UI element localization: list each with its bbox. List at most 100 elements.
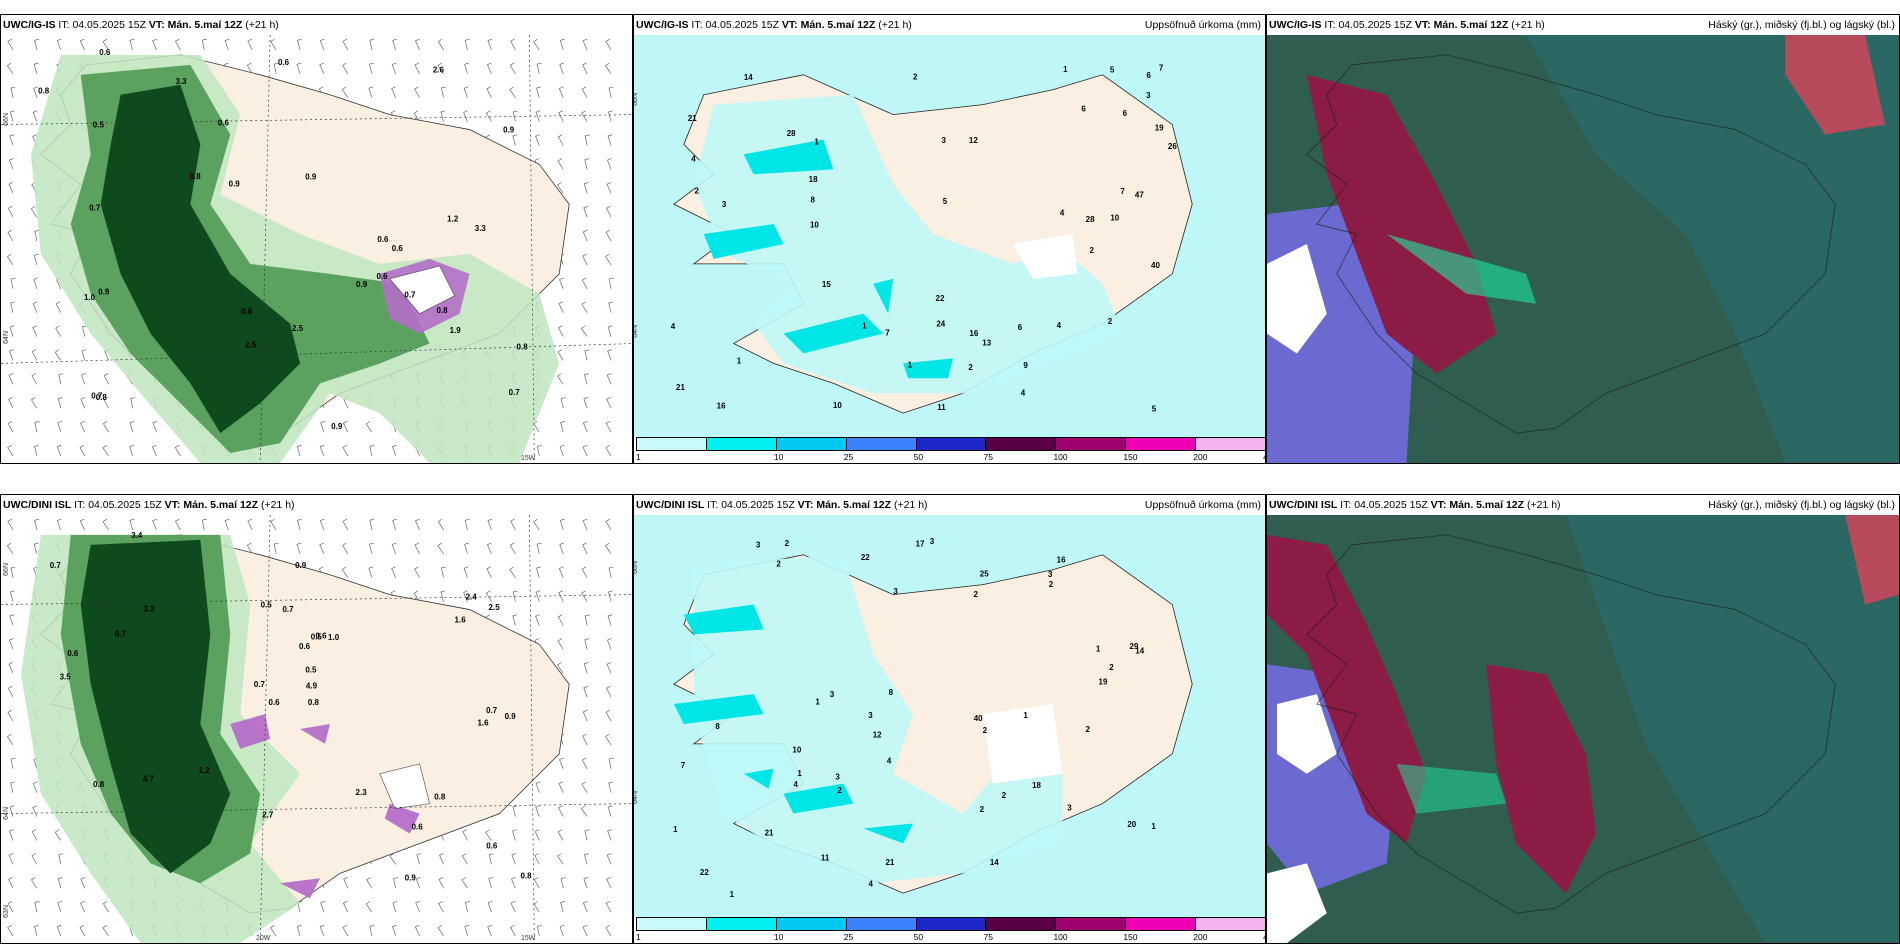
precip-value-label: 0.8 bbox=[93, 780, 105, 789]
wind-barb bbox=[57, 900, 63, 913]
wind-barb bbox=[55, 301, 62, 313]
precip-value-label: 0.7 bbox=[486, 706, 498, 715]
wind-barb bbox=[6, 542, 14, 555]
wind-barb bbox=[437, 542, 444, 555]
wind-barb bbox=[606, 853, 612, 865]
lead-time: (+21 h) bbox=[260, 499, 295, 511]
cloud-teal-area bbox=[1526, 35, 1899, 463]
wind-barb bbox=[10, 301, 15, 313]
wind-barb bbox=[535, 110, 541, 122]
precip-value-label: 0.9 bbox=[229, 179, 241, 188]
wind-barb bbox=[581, 110, 588, 122]
wind-barb bbox=[368, 86, 374, 98]
colorbar-tick: 400 bbox=[1263, 932, 1265, 942]
wind-barb bbox=[54, 829, 62, 841]
wind-barb bbox=[606, 373, 612, 385]
wind-barb bbox=[413, 110, 420, 122]
wind-barb bbox=[608, 110, 613, 122]
colorbar-tick: 25 bbox=[843, 452, 854, 462]
wind-barb bbox=[55, 325, 62, 337]
wind-barb bbox=[297, 518, 302, 531]
wind-barb bbox=[509, 86, 516, 98]
wind-barb bbox=[607, 829, 612, 841]
precip-value-label: 0.8 bbox=[38, 87, 50, 96]
precip-value-label: 2.3 bbox=[356, 788, 368, 797]
wind-barb bbox=[129, 444, 135, 457]
wind-barb bbox=[30, 877, 38, 889]
wind-barb bbox=[7, 205, 14, 218]
wind-barb bbox=[79, 518, 86, 531]
wind-barb bbox=[558, 805, 564, 817]
precip-value-label: 3.3 bbox=[475, 224, 487, 233]
precip-value-label: 0.5 bbox=[311, 633, 323, 642]
wind-barb bbox=[10, 277, 16, 289]
precip-value-label: 0.9 bbox=[295, 561, 307, 570]
precip-value-label: 2 bbox=[695, 187, 700, 196]
vt-label: VT: bbox=[148, 19, 165, 31]
wind-barb bbox=[559, 924, 565, 937]
wind-barb bbox=[10, 781, 15, 793]
precip-value-label: 22 bbox=[861, 553, 870, 562]
precip-value-label: 2 bbox=[1049, 580, 1054, 589]
panel-precip-accum-bottom: UWC/DINI ISL IT: 04.05.2025 15Z VT: Mán.… bbox=[633, 494, 1266, 944]
wind-barb bbox=[7, 444, 14, 457]
precip-value-label: 10 bbox=[833, 401, 842, 410]
wind-barb bbox=[607, 805, 613, 817]
wind-barb bbox=[342, 924, 349, 937]
wind-barb bbox=[487, 518, 493, 531]
colorbar-swatch bbox=[705, 437, 777, 451]
wind-barb bbox=[580, 805, 588, 817]
precip-value-label: 0.9 bbox=[405, 874, 417, 883]
precip-value-label: 3 bbox=[1048, 570, 1053, 579]
map-svg: 2.50.60.90.60.80.80.70.90.60.70.90.70.60… bbox=[1, 35, 632, 463]
precip-value-label: 11 bbox=[937, 403, 946, 412]
wind-barb bbox=[512, 614, 518, 626]
wind-barb bbox=[34, 444, 39, 457]
wind-barb bbox=[557, 614, 564, 626]
precip-value-label: 5 bbox=[1152, 405, 1157, 414]
wind-barb bbox=[34, 421, 40, 433]
wind-barb bbox=[580, 325, 588, 337]
wind-barb bbox=[582, 253, 588, 266]
precip-value-label: 40 bbox=[974, 714, 983, 723]
wind-barb bbox=[413, 590, 420, 602]
precip-value-label: 0.6 bbox=[299, 642, 311, 651]
precip-value-label: 0.5 bbox=[93, 120, 105, 129]
colorbar-swatch bbox=[636, 917, 707, 931]
wind-barb bbox=[485, 110, 492, 122]
wind-barb bbox=[535, 134, 540, 146]
precip-value-label: 25 bbox=[980, 569, 989, 578]
lat-label: 64N bbox=[3, 331, 10, 344]
wind-barb bbox=[10, 566, 16, 578]
precip-value-label: 1.9 bbox=[450, 326, 462, 335]
model-name: UWC/IG-IS bbox=[3, 19, 56, 31]
colorbar-tick: 75 bbox=[983, 932, 994, 942]
wind-barb bbox=[581, 301, 588, 313]
wind-barb bbox=[560, 397, 566, 409]
wind-barb bbox=[557, 349, 564, 361]
wind-barb bbox=[559, 62, 565, 74]
wind-barb bbox=[34, 518, 40, 531]
wind-barb bbox=[297, 38, 302, 51]
wind-barb bbox=[509, 62, 516, 74]
wind-barb bbox=[9, 325, 15, 337]
vt-label: VT: bbox=[1414, 19, 1431, 31]
lat-label: 64N bbox=[3, 807, 10, 820]
wind-barb bbox=[30, 397, 38, 409]
precip-value-label: 1 bbox=[1151, 822, 1156, 831]
precip-value-label: 5 bbox=[1110, 65, 1115, 74]
wind-barb bbox=[33, 542, 39, 554]
wind-barb bbox=[151, 444, 157, 457]
wind-barb bbox=[80, 900, 86, 913]
wind-barb bbox=[605, 733, 612, 746]
wind-barb bbox=[437, 518, 444, 531]
wind-barb bbox=[273, 62, 279, 74]
white-land-patch bbox=[1012, 234, 1078, 279]
wind-barb bbox=[608, 566, 614, 578]
wind-barb bbox=[369, 38, 375, 50]
precip-value-label: 26 bbox=[1168, 142, 1177, 151]
precip-value-labels: 0.60.90.70.80.50.60.70.90.80.60.91.00.50… bbox=[50, 531, 532, 882]
wind-barb bbox=[557, 134, 564, 146]
precip-value-label: 18 bbox=[1032, 781, 1041, 790]
it-value: 04.05.2025 15Z bbox=[1338, 19, 1412, 31]
